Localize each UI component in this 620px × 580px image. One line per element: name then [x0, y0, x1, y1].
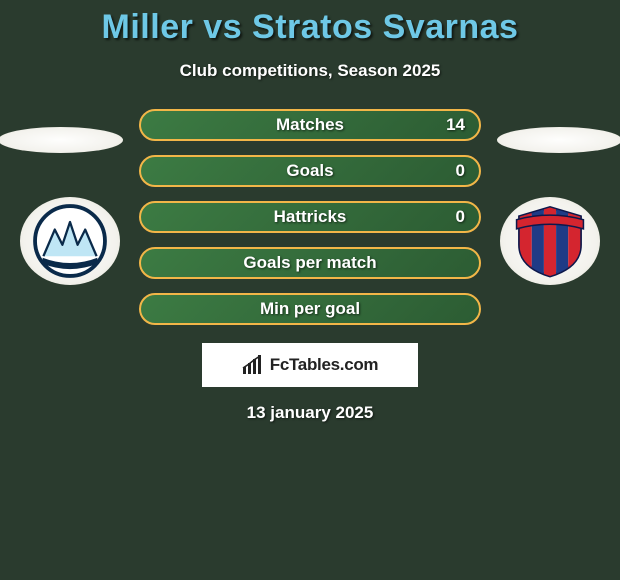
- whitecaps-logo-icon: [32, 203, 108, 279]
- stat-row-mpg: Min per goal: [139, 293, 481, 325]
- page-title: Miller vs Stratos Svarnas: [0, 0, 620, 47]
- stat-row-hattricks: Hattricks 0: [139, 201, 481, 233]
- subtitle: Club competitions, Season 2025: [0, 61, 620, 81]
- chart-icon: [242, 355, 264, 375]
- stat-label: Goals per match: [243, 253, 376, 273]
- stat-label: Goals: [286, 161, 333, 181]
- date-text: 13 january 2025: [0, 403, 620, 423]
- stat-row-goals: Goals 0: [139, 155, 481, 187]
- player-right-placeholder: [497, 127, 620, 153]
- watermark-text: FcTables.com: [270, 355, 379, 375]
- stat-row-matches: Matches 14: [139, 109, 481, 141]
- comparison-stage: Matches 14 Goals 0 Hattricks 0 Goals per…: [0, 109, 620, 423]
- stat-label: Matches: [276, 115, 344, 135]
- stat-label: Min per goal: [260, 299, 360, 319]
- stat-rows: Matches 14 Goals 0 Hattricks 0 Goals per…: [139, 109, 481, 325]
- club-badge-right: [500, 197, 600, 285]
- stat-value-right: 0: [456, 161, 465, 181]
- club-badge-left: [20, 197, 120, 285]
- stat-value-right: 14: [446, 115, 465, 135]
- stat-value-right: 0: [456, 207, 465, 227]
- watermark: FcTables.com: [202, 343, 418, 387]
- rakow-logo-icon: [512, 203, 588, 279]
- stat-row-gpm: Goals per match: [139, 247, 481, 279]
- player-left-placeholder: [0, 127, 123, 153]
- stat-label: Hattricks: [274, 207, 347, 227]
